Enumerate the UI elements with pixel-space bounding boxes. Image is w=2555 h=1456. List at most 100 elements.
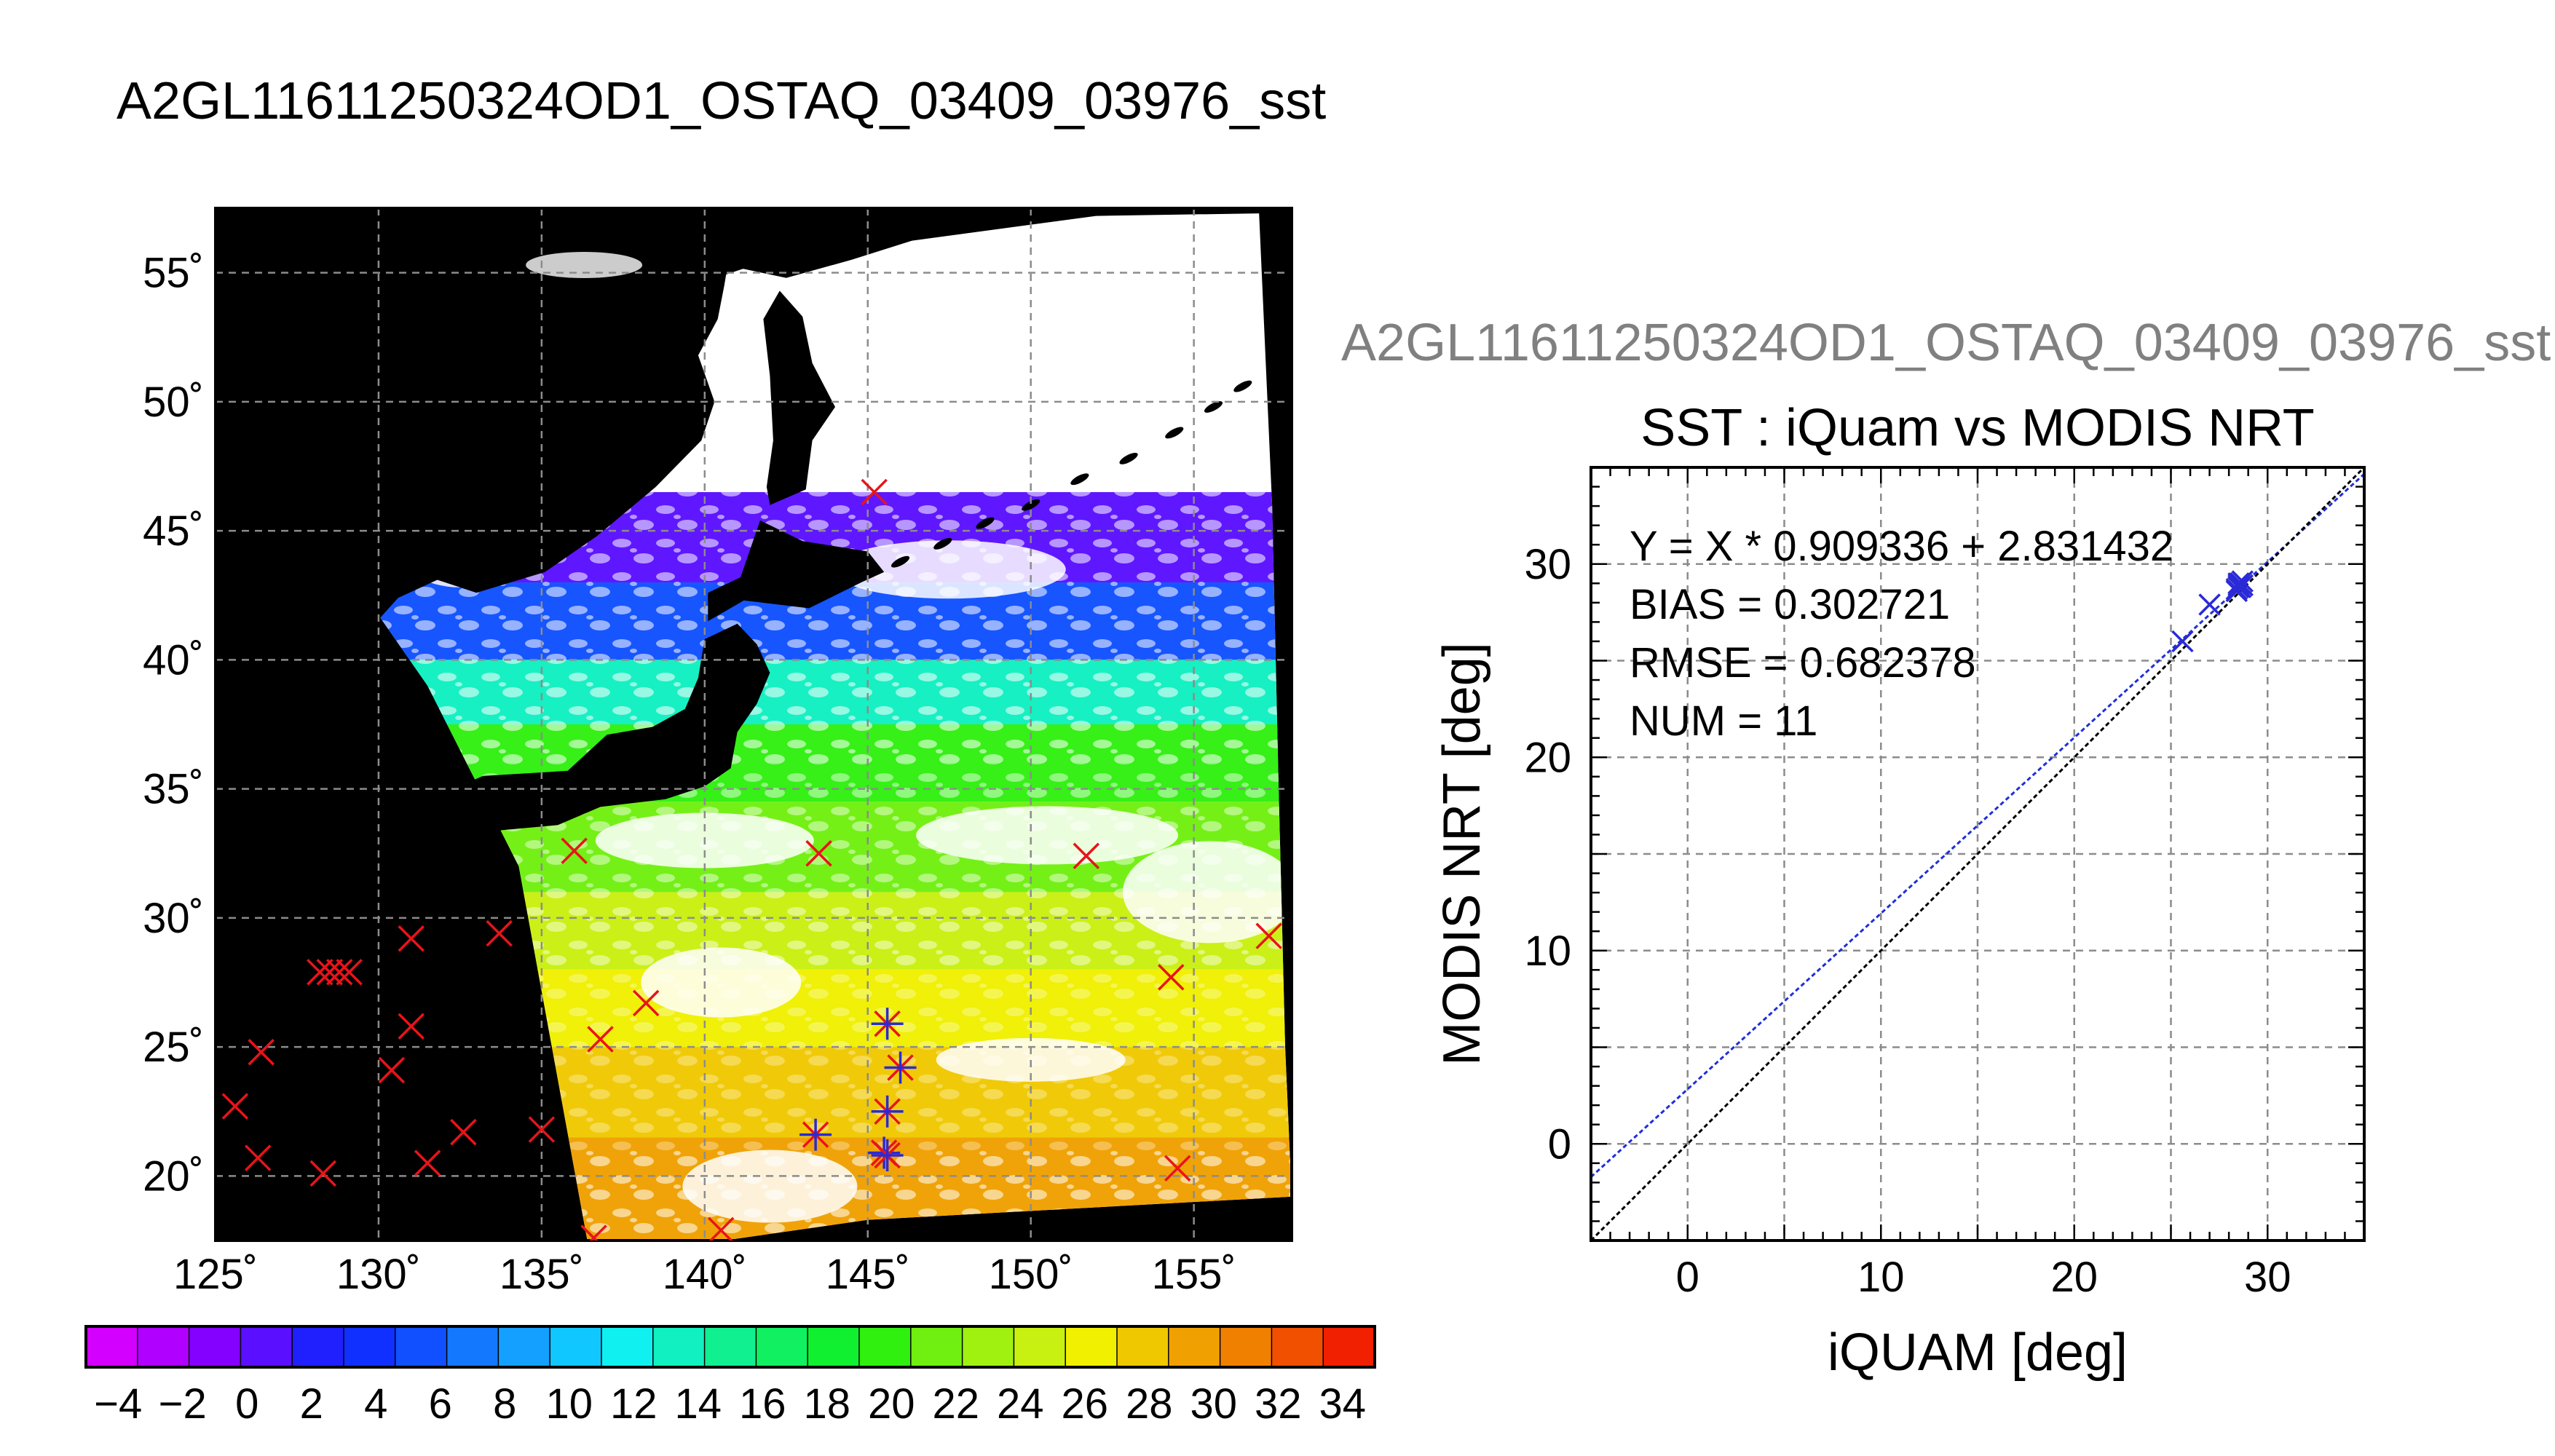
scatter-point — [2231, 570, 2254, 593]
map-lon-tick-label: 135˚ — [499, 1251, 584, 1298]
cloud-patch — [682, 1150, 858, 1223]
island — [976, 517, 995, 529]
colorbar-tick-label: 30 — [1190, 1380, 1237, 1428]
map-lat-tick-label: 40˚ — [143, 636, 204, 684]
colorbar-cell — [755, 1326, 809, 1368]
colorbar-tick-label: 28 — [1126, 1380, 1173, 1428]
colorbar-cell — [291, 1326, 345, 1368]
colorbar-cell — [1271, 1326, 1324, 1368]
identity-line — [1591, 467, 2364, 1241]
map-lon-tick-label: 145˚ — [826, 1251, 910, 1298]
colorbar-tick-label: −2 — [159, 1380, 207, 1428]
buoy-marker — [398, 925, 424, 952]
colorbar-cell — [910, 1326, 963, 1368]
colorbar-tick-label: 20 — [868, 1380, 915, 1428]
colorbar-cell — [1013, 1326, 1067, 1368]
buoy-marker — [1073, 842, 1100, 870]
buoy-marker — [632, 989, 660, 1017]
map-lon-tick-label: 155˚ — [1152, 1251, 1236, 1298]
buoy-marker — [450, 1118, 477, 1146]
scatter-point — [2227, 572, 2250, 595]
buoy-marker — [707, 1216, 735, 1241]
scatter-y-tick-label: 0 — [1548, 1120, 1571, 1168]
colorbar-cell — [703, 1326, 757, 1368]
buoy-marker — [1255, 922, 1282, 949]
map-lat-tick-label: 50˚ — [143, 379, 204, 426]
scatter-title: SST : iQuam vs MODIS NRT — [1640, 399, 2315, 457]
scatter-ylabel: MODIS NRT [deg] — [1433, 642, 1491, 1066]
buoy-marker — [1164, 1155, 1191, 1182]
colorbar-cell — [240, 1326, 293, 1368]
buoy-marker — [587, 1026, 614, 1053]
colorbar-cell — [395, 1326, 448, 1368]
map-lon-tick-label: 150˚ — [989, 1251, 1073, 1298]
annotation-rmse: RMSE = 0.682378 — [1630, 639, 1976, 687]
buoy-marker — [336, 959, 363, 986]
map-lon-tick-label: 140˚ — [663, 1251, 747, 1298]
colorbar-cell — [1168, 1326, 1221, 1368]
annotation-num: NUM = 11 — [1630, 697, 1817, 745]
buoy-marker — [398, 1013, 424, 1040]
colorbar-cell — [1116, 1326, 1170, 1368]
ice-patch — [999, 253, 1160, 292]
land-mass — [216, 208, 738, 804]
colorbar-cell — [807, 1326, 861, 1368]
buoy-marker — [307, 959, 333, 986]
land-mass — [763, 290, 835, 505]
colorbar-tick-label: 24 — [997, 1380, 1044, 1428]
colorbar-cell — [497, 1326, 551, 1368]
colorbar-cell — [137, 1326, 190, 1368]
map-lon-tick-label: 130˚ — [336, 1251, 421, 1298]
island — [1022, 499, 1040, 511]
island — [1204, 401, 1223, 413]
colorbar-tick-label: −4 — [94, 1380, 142, 1428]
scatter-point — [2171, 630, 2194, 653]
colorbar-cell — [961, 1326, 1015, 1368]
annotation-bias: BIAS = 0.302721 — [1630, 581, 1950, 628]
matchup-marker — [871, 1095, 904, 1128]
buoy-marker — [805, 840, 832, 867]
buoy-marker — [244, 1144, 272, 1171]
buoy-marker — [378, 1056, 406, 1084]
land-mass — [366, 623, 770, 887]
land-mass — [708, 520, 885, 622]
map-lat-tick-label: 55˚ — [143, 250, 204, 297]
buoy-marker — [325, 959, 353, 986]
buoy-marker — [414, 1150, 441, 1176]
colorbar-tick-label: 0 — [235, 1380, 258, 1428]
scatter-point — [2198, 593, 2221, 616]
colorbar-tick-label: 8 — [493, 1380, 516, 1428]
island — [933, 537, 952, 550]
scatter-x-tick-label: 10 — [1857, 1254, 1905, 1301]
colorbar-tick-label: 16 — [739, 1380, 786, 1428]
colorbar-cell — [446, 1326, 499, 1368]
island — [891, 555, 910, 568]
buoy-marker — [528, 1116, 556, 1143]
matchup-marker — [799, 1118, 832, 1151]
cloud-patch — [916, 806, 1179, 865]
island — [1233, 380, 1252, 392]
scatter-y-tick-label: 20 — [1524, 734, 1571, 781]
annotation-equation: Y = X * 0.909336 + 2.831432 — [1630, 523, 2173, 570]
map-lat-tick-label: 35˚ — [143, 766, 204, 813]
colorbar-cell — [343, 1326, 397, 1368]
buoy-marker — [248, 1038, 275, 1066]
colorbar-tick-label: 2 — [300, 1380, 323, 1428]
buoy-marker — [861, 478, 888, 506]
buoy-marker — [316, 959, 343, 986]
colorbar-cell — [188, 1326, 242, 1368]
scatter-point — [2231, 574, 2254, 597]
buoy-marker — [1158, 964, 1185, 991]
land-mass — [737, 208, 1031, 278]
colorbar-tick-label: 10 — [545, 1380, 593, 1428]
colorbar-cell — [652, 1326, 706, 1368]
colorbar-cell — [858, 1326, 912, 1368]
colorbar-tick-label: 18 — [803, 1380, 850, 1428]
buoy-marker — [309, 1160, 337, 1187]
island — [1119, 452, 1138, 464]
scatter-xlabel: iQUAM [deg] — [1828, 1324, 2128, 1382]
buoy-marker — [561, 837, 588, 864]
colorbar-tick-label: 12 — [610, 1380, 657, 1428]
